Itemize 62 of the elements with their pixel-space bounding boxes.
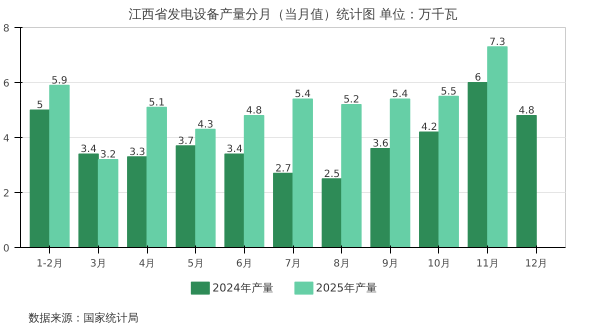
bar [176,145,196,248]
data-label: 3.2 [100,150,116,160]
x-tick-label: 1-2月 [36,258,63,270]
data-label: 4.3 [197,119,214,130]
x-tick-label: 11月 [476,258,500,270]
x-tick-label: 5月 [187,258,204,270]
x-tick-label: 6月 [236,258,253,270]
bar [195,128,216,248]
bar [292,98,313,248]
data-label: 3.3 [129,146,146,158]
bar [224,154,245,248]
bar [30,110,50,248]
bar [322,178,342,248]
x-tick-label: 7月 [284,258,302,270]
data-label: 5 [36,100,44,111]
x-tick-label: 10月 [428,258,450,270]
data-label: 5.9 [51,75,68,86]
data-label: 3.6 [372,138,389,150]
legend-label: 2024年产量 [212,282,274,295]
data-label: 5.2 [343,94,360,106]
x-tick-label: 9月 [382,258,399,270]
y-tick-label: 6 [3,78,10,90]
legend-label: 2025年产量 [316,282,377,295]
bar [127,156,148,248]
data-label: 4.2 [421,122,438,133]
y-tick-label: 4 [3,134,10,144]
bar [516,115,537,248]
bar [146,106,167,248]
bar [468,82,488,248]
bar [49,84,70,248]
bar [487,46,508,248]
data-label: 5.4 [392,89,408,100]
bar [370,148,391,248]
chart-title: 江西省发电设备产量分月（当月值）统计图 单位：万千瓦 [128,8,458,22]
data-label: 5.1 [148,97,165,108]
bar [341,104,362,248]
data-label: 5.4 [294,89,311,100]
data-label: 3.4 [80,144,97,155]
data-label: 3.7 [178,136,194,147]
y-tick-label: 8 [3,24,10,34]
x-tick-label: 12月 [524,258,548,270]
bar [98,159,118,248]
bar [78,154,99,248]
data-label: 5.5 [440,86,457,98]
bar [438,96,459,248]
source-note: 数据来源：国家统计局 [28,312,138,324]
y-tick-label: 2 [3,188,10,200]
bar [390,98,410,248]
data-label: 4.8 [246,106,262,116]
data-label: 2.5 [324,168,340,180]
bar [244,115,264,248]
data-label: 3.4 [226,144,243,155]
data-label: 4.8 [518,106,535,116]
x-tick-label: 8月 [333,258,350,270]
x-tick-label: 3月 [90,258,107,270]
x-tick-label: 4月 [138,258,156,270]
bar [419,132,440,248]
data-label: 6 [474,72,482,84]
data-label: 2.7 [275,163,292,174]
data-label: 7.3 [489,36,506,48]
y-tick-label: 0 [3,244,10,254]
bar [273,172,294,248]
